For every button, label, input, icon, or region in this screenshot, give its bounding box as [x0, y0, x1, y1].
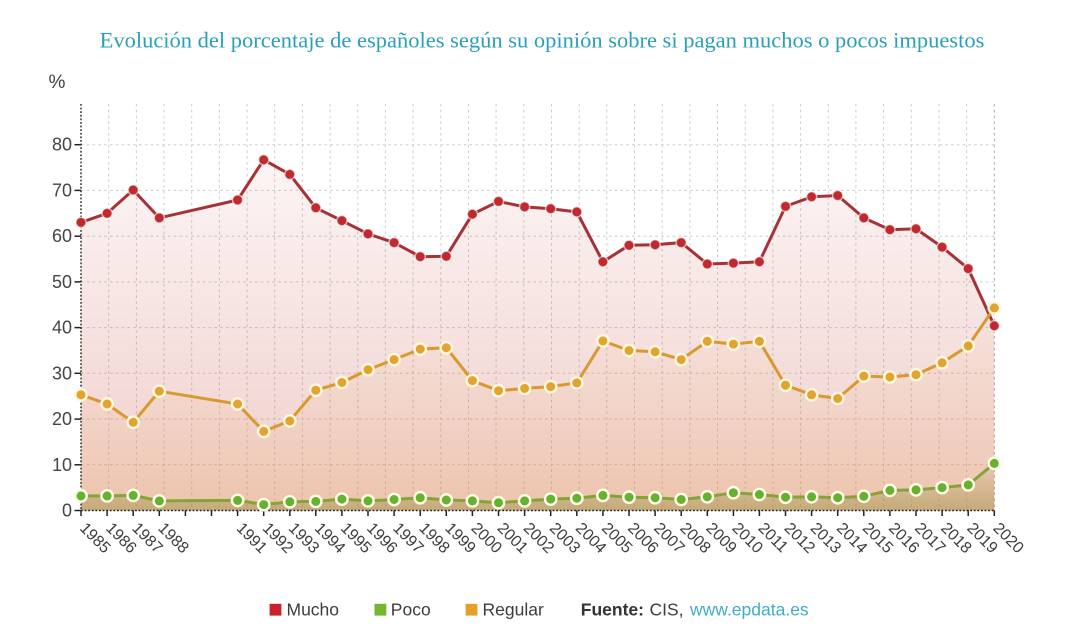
svg-text:40: 40: [52, 318, 72, 338]
svg-text:70: 70: [52, 180, 72, 200]
svg-text:Evolución del porcentaje de es: Evolución del porcentaje de españoles se…: [100, 28, 985, 53]
svg-text:60: 60: [52, 226, 72, 246]
svg-text:10: 10: [52, 455, 72, 475]
svg-text:20: 20: [52, 409, 72, 429]
svg-text:50: 50: [52, 272, 72, 292]
svg-text:0: 0: [62, 501, 72, 521]
svg-text:Mucho: Mucho: [287, 599, 340, 619]
svg-text:80: 80: [52, 135, 72, 155]
svg-text:Poco: Poco: [391, 599, 431, 619]
svg-text:%: %: [49, 72, 66, 93]
svg-text:30: 30: [52, 363, 72, 383]
svg-text:www.epdata.es: www.epdata.es: [689, 599, 809, 619]
svg-text:CIS,: CIS,: [650, 599, 684, 619]
svg-text:Regular: Regular: [483, 599, 544, 619]
svg-text:Fuente:: Fuente:: [581, 599, 644, 619]
